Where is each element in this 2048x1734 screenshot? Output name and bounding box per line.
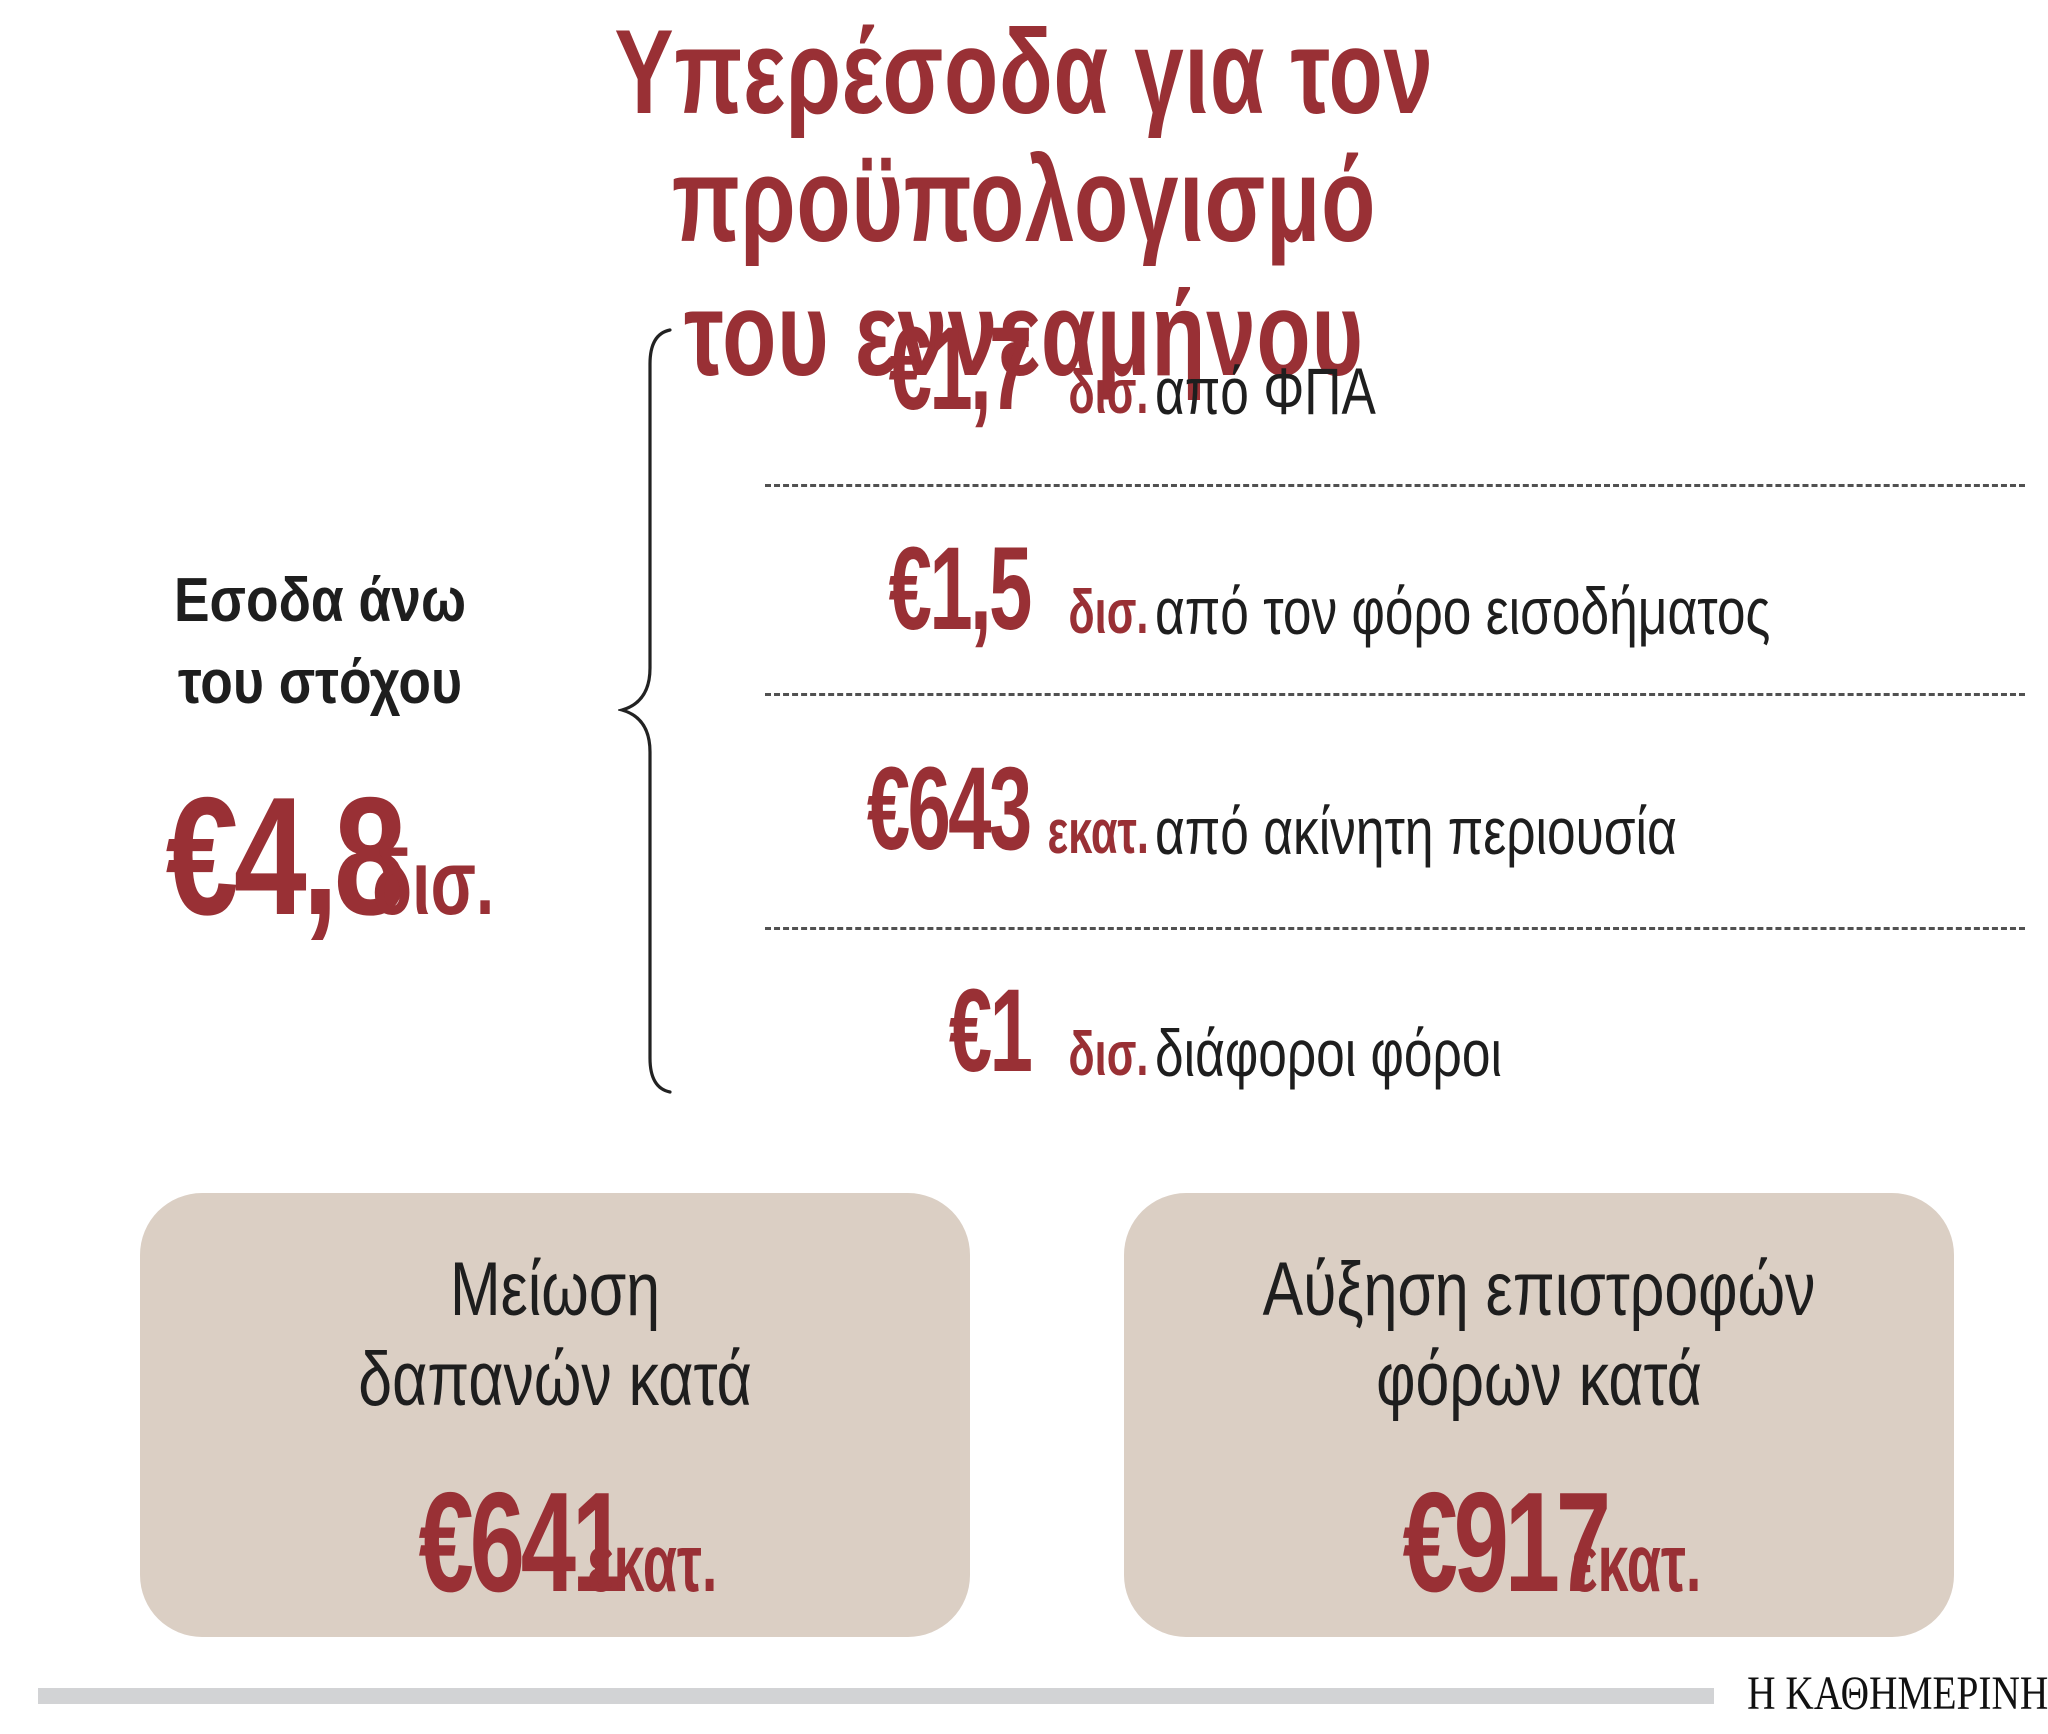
dotted-divider [765,693,2025,696]
breakdown-row-property: €643 εκατ. από ακίνητη περιουσία [700,750,2030,878]
breakdown-amount: €643 [867,743,1032,875]
curly-brace-icon [618,328,672,1094]
panel-label-line-2: δαπανών κατά [358,1337,752,1422]
breakdown-description: διάφοροι φόροι [1155,1016,1502,1090]
panel-label-line-1: Μείωση [449,1247,661,1332]
panel-value: €641εκατ. [140,1461,970,1625]
panel-label-line-1: Αύξηση επιστροφών [1262,1247,1816,1332]
infographic-title: Υπερέσοδα για τον προϋπολογισμό του εννε… [0,0,2048,398]
panel-spending-cut: Μείωση δαπανών κατά €641εκατ. [140,1193,970,1637]
breakdown-amount: €1 [948,965,1033,1097]
breakdown-amount: €1,5 [888,523,1033,655]
dotted-divider [765,484,2025,487]
breakdown-description: από ακίνητη περιουσία [1155,794,1677,868]
breakdown-unit: δισ. [1068,1020,1149,1089]
summary-total-unit: δισ. [371,832,494,934]
panel-label-line-2: φόρων κατά [1376,1337,1702,1422]
breakdown-row-vat: €1,7 δισ. από ΦΠΑ [700,310,2030,438]
summary-block: Εσοδα άνω του στόχου €4,8δισ. [60,560,580,950]
summary-label-line-2: του στόχου [177,648,463,717]
dotted-divider [765,927,2025,930]
breakdown-unit: δισ. [1068,358,1149,427]
title-line-1: Υπερέσοδα για τον προϋπολογισμό [614,5,1434,267]
panel-amount: €917 [1402,1463,1612,1622]
publisher-logo: Η ΚΑΘΗΜΕΡΙΝΗ [1746,1667,2048,1720]
title-line-2: του εννεαμήνου [684,267,1364,401]
summary-label-line-1: Εσοδα άνω [173,566,466,635]
breakdown-amount: €1,7 [888,303,1033,435]
breakdown-description: από ΦΠΑ [1155,354,1376,428]
breakdown-description: από τον φόρο εισοδήματος [1155,574,1771,648]
summary-total-amount: €4,8 [165,762,406,950]
panel-value: €917εκατ. [1124,1461,1954,1625]
breakdown-row-income-tax: €1,5 δισ. από τον φόρο εισοδήματος [700,530,2030,658]
breakdown-unit: εκατ. [1047,798,1149,867]
breakdown-row-other-taxes: €1 δισ. διάφοροι φόροι [700,972,2030,1100]
breakdown-unit: δισ. [1068,578,1149,647]
footer-bar [38,1688,1714,1704]
panel-unit: εκατ. [587,1518,718,1609]
summary-total: €4,8δισ. [60,760,580,953]
panel-amount: €641 [418,1463,628,1622]
panel-label: Αύξηση επιστροφών φόρων κατά [1124,1245,1954,1425]
panel-label: Μείωση δαπανών κατά [140,1245,970,1425]
panel-tax-refunds-increase: Αύξηση επιστροφών φόρων κατά €917εκατ. [1124,1193,1954,1637]
panel-unit: εκατ. [1571,1518,1702,1609]
